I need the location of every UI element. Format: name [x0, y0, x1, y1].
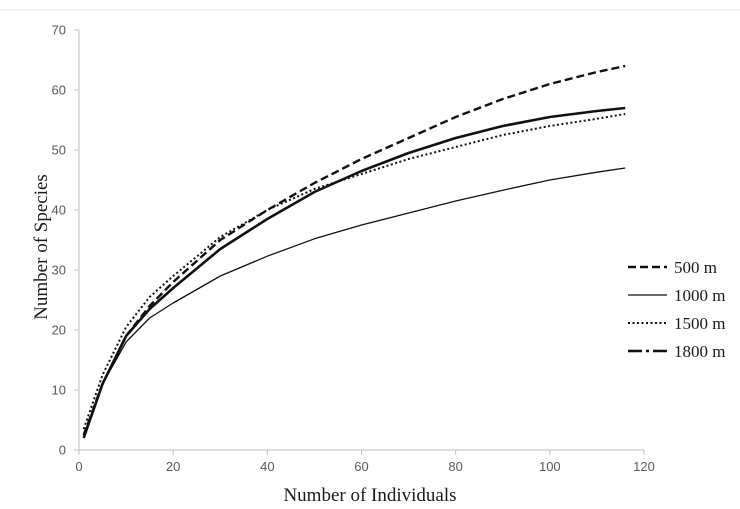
series-line-500-m [82, 64, 626, 436]
y-tick-label: 10 [52, 383, 66, 398]
x-tick-label: 60 [354, 459, 368, 474]
legend-label-1500-m: 1500 m [674, 314, 725, 333]
x-tick-label: 20 [166, 459, 180, 474]
y-tick-label: 50 [52, 143, 66, 158]
x-tick-label: 80 [448, 459, 462, 474]
series-line-1800-m [82, 106, 626, 439]
y-tick-label: 40 [52, 203, 66, 218]
legend: 500 m 1000 m 1500 m 1800 m [628, 258, 725, 361]
x-axis-title: Number of Individuals [283, 485, 456, 506]
y-tick-label: 0 [59, 443, 66, 458]
legend-label-500-m: 500 m [674, 258, 717, 277]
y-tick-label: 20 [52, 323, 66, 338]
y-axis-title: Number of Species [31, 174, 52, 320]
y-tick-label: 30 [52, 263, 66, 278]
series-line-1000-m [83, 167, 626, 436]
series-line-1500-m [82, 113, 626, 430]
x-tick-label: 40 [260, 459, 274, 474]
x-tick-label: 120 [633, 459, 655, 474]
legend-label-1000-m: 1000 m [674, 286, 725, 305]
y-tick-label: 60 [52, 83, 66, 98]
legend-label-1800-m: 1800 m [674, 342, 725, 361]
x-tick-label: 0 [75, 459, 82, 474]
y-tick-label: 70 [52, 23, 66, 38]
plot-area: 0 10 20 30 40 50 60 70 0 20 40 60 80 100 120 [52, 23, 655, 475]
x-tick-label: 100 [539, 459, 561, 474]
